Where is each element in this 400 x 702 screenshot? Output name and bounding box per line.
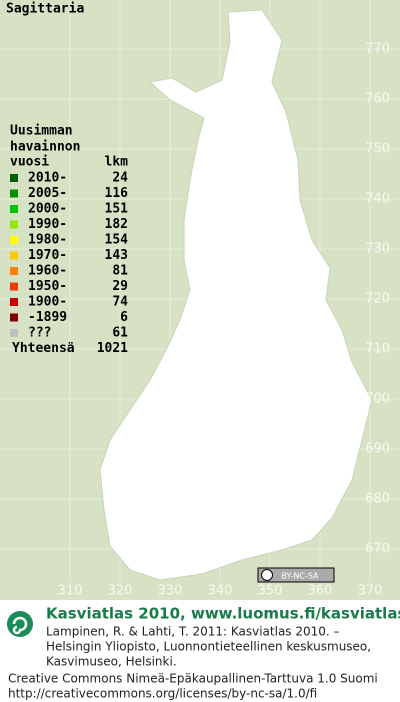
legend: Uusimman havainnon vuosi lkm 2010- 24 2005… — [10, 124, 129, 356]
legend-swatch — [10, 236, 18, 244]
legend-count: 182 — [105, 217, 128, 232]
legend-count: 143 — [105, 248, 128, 263]
citation: Kasvimuseo, Helsinki. — [46, 655, 177, 669]
legend-count: 61 — [112, 326, 128, 341]
legend-column: vuosi — [10, 155, 49, 170]
legend-count: 116 — [105, 186, 129, 201]
legend-swatch — [10, 205, 18, 213]
x-tick-label: 360 — [308, 584, 333, 599]
cc-icon — [261, 569, 273, 581]
logo-spiral — [12, 616, 28, 635]
logo — [7, 611, 33, 637]
legend-label: 1990- — [28, 217, 67, 232]
legend-count: 154 — [105, 233, 129, 248]
legend-label: 1970- — [28, 248, 67, 263]
legend-label: 1900- — [28, 295, 67, 310]
legend-swatch — [10, 174, 18, 182]
total-count: 1021 — [97, 341, 128, 356]
legend-swatch — [10, 251, 18, 260]
legend-label: 1960- — [28, 264, 67, 279]
y-tick-label: 700 — [365, 392, 390, 407]
legend-count: 151 — [105, 202, 129, 217]
x-tick-label: 340 — [208, 584, 233, 599]
legend-count: 81 — [112, 264, 128, 279]
total-label: Yhteensä — [12, 341, 75, 356]
legend-swatch — [10, 189, 18, 198]
legend-count: 24 — [112, 171, 128, 186]
badge-box — [257, 567, 335, 583]
y-tick-label: 720 — [365, 292, 390, 307]
x-tick-label: 330 — [158, 584, 183, 599]
x-tick-label: 310 — [58, 584, 83, 599]
y-tick-label: 730 — [365, 242, 390, 257]
y-tick-label: 690 — [365, 442, 390, 457]
y-tick-label: 680 — [365, 492, 390, 507]
legend-label: ??? — [28, 326, 51, 341]
y-tick-label: 740 — [365, 192, 390, 207]
legend-label: 2010- — [28, 171, 67, 186]
map-outline — [99, 9, 373, 581]
y-tick-label: 760 — [365, 92, 390, 107]
legend-swatch — [10, 329, 18, 337]
legend-label: 1950- — [28, 279, 67, 294]
y-tick-label: 770 — [365, 42, 390, 57]
legend-swatch — [10, 298, 18, 306]
legend-count: 6 — [120, 310, 128, 325]
map-title: Sagittaria — [6, 2, 84, 17]
legend-label: 2005- — [28, 186, 67, 201]
y-tick-label: 670 — [365, 542, 390, 557]
x-tick-label: 370 — [358, 584, 383, 599]
legend-label: -1899 — [28, 310, 67, 325]
x-tick-label: 350 — [258, 584, 283, 599]
legend-swatch — [10, 220, 18, 229]
license: http://creativecommons.org/licenses/by-n… — [8, 687, 317, 701]
legend-heading: Uusimman — [10, 124, 73, 139]
citation: Lampinen, R. & Lahti, T. 2011: Kasviatla… — [46, 625, 340, 639]
legend-count: 29 — [112, 279, 128, 294]
y-tick-label: 710 — [365, 342, 390, 357]
legend-swatch — [10, 282, 18, 291]
legend-count: 74 — [112, 295, 128, 310]
license-badge: BY-NC-SA — [257, 567, 335, 583]
logo-circle — [7, 611, 33, 637]
legend-swatch — [10, 267, 18, 275]
citation: Helsingin Yliopisto, Luonnontieteellinen… — [46, 640, 371, 654]
license: Creative Commons Nimeä-Epäkaupallinen-Ta… — [8, 672, 378, 686]
legend-swatch — [10, 313, 18, 322]
brand: Kasviatlas 2010, www.luomus.fi/kasviatla… — [46, 605, 400, 623]
legend-column: lkm — [105, 155, 129, 170]
y-tick-label: 750 — [365, 142, 390, 157]
legend-heading: havainnon — [10, 140, 80, 155]
badge-text: BY-NC-SA — [281, 572, 319, 581]
legend-label: 2000- — [28, 202, 67, 217]
x-tick-label: 320 — [108, 584, 133, 599]
legend-label: 1980- — [28, 233, 67, 248]
